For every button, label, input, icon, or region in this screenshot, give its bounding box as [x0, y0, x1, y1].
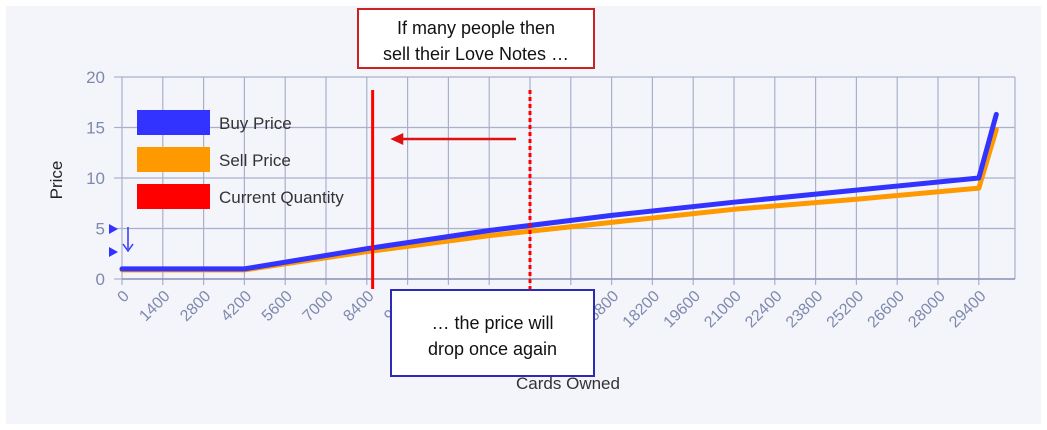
x-axis-label: Cards Owned	[516, 374, 620, 393]
x-tick-label: 23800	[783, 288, 827, 332]
y-tick-label: 5	[96, 220, 105, 239]
legend-label-buy-price: Buy Price	[219, 114, 292, 133]
x-tick-label: 21000	[701, 288, 745, 332]
x-tick-label: 5600	[259, 288, 296, 325]
top-callout-line-2: sell their Love Notes …	[382, 44, 570, 64]
legend-swatch-sell-price	[137, 147, 210, 172]
y-tick-label: 10	[86, 169, 105, 188]
small-pointer-icon	[109, 224, 118, 234]
y-tick-label: 0	[96, 270, 105, 289]
x-tick-label: 28000	[905, 288, 949, 332]
legend-label-current-quantity: Current Quantity	[219, 188, 344, 207]
y-tick-label: 20	[86, 68, 105, 87]
legend-label-sell-price: Sell Price	[219, 151, 291, 170]
x-tick-label: 19600	[661, 288, 705, 332]
legend-swatch-buy-price	[137, 110, 210, 135]
bottom-callout-line-1: … the price will	[431, 313, 554, 333]
buy-price-line	[119, 111, 999, 272]
down-arrowhead-icon	[122, 243, 134, 253]
y-tick-label: 15	[86, 119, 105, 138]
x-tick-label: 1400	[136, 288, 173, 325]
x-tick-label: 4200	[218, 288, 255, 325]
x-tick-label: 18200	[620, 288, 664, 332]
bottom-callout-line-2: drop once again	[427, 339, 558, 359]
y-axis-label: Price	[47, 161, 66, 200]
top-callout: If many people then sell their Love Note…	[357, 8, 595, 69]
small-pointer-icon	[109, 247, 118, 257]
top-callout-line-1: If many people then	[396, 18, 556, 38]
x-tick-label: 29400	[946, 288, 990, 332]
x-tick-label: 25200	[824, 288, 868, 332]
x-tick-label: 2800	[177, 288, 214, 325]
move-left-arrowhead	[390, 133, 404, 145]
x-tick-label: 0	[115, 288, 133, 306]
x-tick-label: 22400	[742, 288, 786, 332]
x-tick-label: 7000	[300, 288, 337, 325]
x-tick-label: 26600	[865, 288, 909, 332]
x-tick-label: 8400	[340, 288, 377, 325]
bottom-callout: … the price will drop once again	[390, 289, 595, 377]
legend-swatch-current-quantity	[137, 184, 210, 209]
